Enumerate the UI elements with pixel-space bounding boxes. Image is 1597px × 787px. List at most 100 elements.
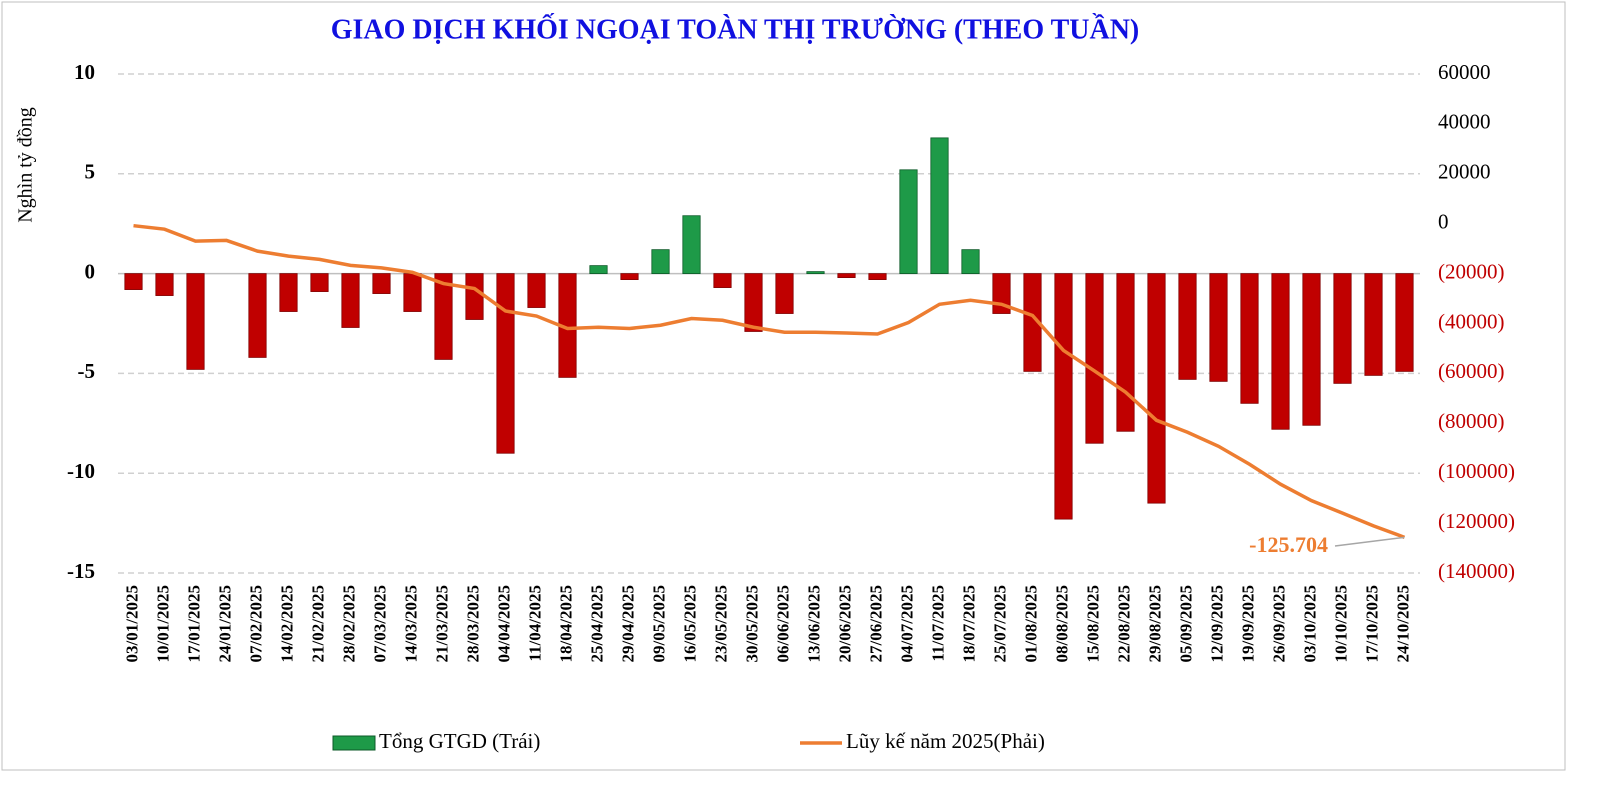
- annotation: -125.704: [1249, 532, 1328, 557]
- x-tick-label: 06/06/2025: [773, 585, 792, 662]
- y2-tick-label: (120000): [1438, 509, 1515, 533]
- bar: [527, 273, 546, 308]
- x-tick-label: 26/09/2025: [1269, 585, 1288, 662]
- bar: [806, 271, 825, 275]
- y2-tick-label: (80000): [1438, 409, 1505, 433]
- bar: [341, 273, 360, 328]
- bar: [1023, 273, 1042, 372]
- x-tick-label: 24/10/2025: [1393, 585, 1412, 662]
- x-tick-label: 11/07/2025: [928, 585, 947, 662]
- x-tick-label: 11/04/2025: [525, 585, 544, 662]
- bar: [899, 169, 918, 274]
- bar: [1147, 273, 1166, 504]
- bar: [682, 215, 701, 275]
- x-tick-label: 25/04/2025: [587, 585, 606, 662]
- bar: [310, 273, 329, 292]
- y2-tick-label: (20000): [1438, 259, 1505, 283]
- legend-swatch: [332, 735, 376, 751]
- bar: [1271, 273, 1290, 430]
- bar: [1302, 273, 1321, 426]
- x-tick-label: 08/08/2025: [1052, 585, 1071, 662]
- bar: [713, 273, 732, 288]
- bar: [744, 273, 763, 332]
- bar: [1054, 273, 1073, 520]
- y2-tick-label: 20000: [1438, 160, 1491, 184]
- bar: [279, 273, 298, 312]
- x-tick-label: 09/05/2025: [649, 585, 668, 662]
- x-tick-label: 05/09/2025: [1176, 585, 1195, 662]
- bar: [1364, 273, 1383, 376]
- x-tick-label: 17/01/2025: [184, 585, 203, 662]
- x-tick-label: 30/05/2025: [742, 585, 761, 662]
- bar: [1395, 273, 1414, 372]
- x-tick-label: 14/03/2025: [401, 585, 420, 662]
- bar: [775, 273, 794, 314]
- bar: [1209, 273, 1228, 382]
- x-tick-label: 20/06/2025: [835, 585, 854, 662]
- x-tick-label: 17/10/2025: [1362, 585, 1381, 662]
- x-tick-label: 10/01/2025: [153, 585, 172, 662]
- bar: [1178, 273, 1197, 380]
- x-tick-label: 19/09/2025: [1238, 585, 1257, 662]
- x-tick-label: 13/06/2025: [804, 585, 823, 662]
- y-tick-label: -10: [67, 459, 95, 483]
- bar: [651, 249, 670, 274]
- x-tick-label: 29/08/2025: [1145, 585, 1164, 662]
- bar: [1240, 273, 1259, 404]
- x-tick-label: 18/07/2025: [959, 585, 978, 662]
- x-tick-label: 18/04/2025: [556, 585, 575, 662]
- x-tick-label: 28/02/2025: [339, 585, 358, 662]
- bar: [496, 273, 515, 454]
- x-tick-label: 01/08/2025: [1021, 585, 1040, 662]
- y2-tick-label: (60000): [1438, 359, 1505, 383]
- bar: [186, 273, 205, 370]
- bar: [620, 273, 639, 280]
- y-axis-label: Nghìn tỷ đồng: [15, 107, 37, 223]
- bar: [589, 265, 608, 274]
- bar: [961, 249, 980, 274]
- bar: [1333, 273, 1352, 384]
- x-tick-label: 21/02/2025: [308, 585, 327, 662]
- bar: [1116, 273, 1135, 432]
- chart-title: GIAO DỊCH KHỐI NGOẠI TOÀN THỊ TRƯỜNG (TH…: [331, 13, 1140, 45]
- x-tick-label: 04/07/2025: [897, 585, 916, 662]
- x-tick-label: 25/07/2025: [990, 585, 1009, 662]
- y2-tick-label: (140000): [1438, 559, 1515, 583]
- legend-label: Tổng GTGD (Trái): [379, 729, 540, 753]
- x-tick-label: 27/06/2025: [866, 585, 885, 662]
- bar: [930, 137, 949, 274]
- bar: [434, 273, 453, 360]
- x-tick-label: 16/05/2025: [680, 585, 699, 662]
- bar: [868, 273, 887, 280]
- x-tick-label: 21/03/2025: [432, 585, 451, 662]
- y2-tick-label: (100000): [1438, 459, 1515, 483]
- y2-tick-label: 40000: [1438, 110, 1491, 134]
- line: [133, 223, 1406, 539]
- x-tick-label: 28/03/2025: [463, 585, 482, 662]
- bar: [837, 273, 856, 278]
- y-tick-label: -5: [78, 359, 96, 383]
- bar: [1085, 273, 1104, 444]
- y-tick-label: 5: [85, 160, 96, 184]
- bar: [372, 273, 391, 294]
- y2-tick-label: 0: [1438, 210, 1449, 234]
- x-tick-label: 03/10/2025: [1300, 585, 1319, 662]
- bar: [155, 273, 174, 296]
- x-tick-label: 07/03/2025: [370, 585, 389, 662]
- x-tick-label: 07/02/2025: [246, 585, 265, 662]
- x-tick-label: 23/05/2025: [711, 585, 730, 662]
- annotation-leader: [1334, 536, 1405, 547]
- bar: [248, 273, 267, 358]
- x-tick-label: 15/08/2025: [1083, 585, 1102, 662]
- x-tick-label: 04/04/2025: [494, 585, 513, 662]
- x-tick-label: 10/10/2025: [1331, 585, 1350, 662]
- y-tick-label: 0: [85, 259, 96, 283]
- x-tick-label: 29/04/2025: [618, 585, 637, 662]
- bar: [124, 273, 143, 290]
- x-tick-label: 22/08/2025: [1114, 585, 1133, 662]
- x-tick-label: 12/09/2025: [1207, 585, 1226, 662]
- bar: [403, 273, 422, 312]
- y2-tick-label: (40000): [1438, 309, 1505, 333]
